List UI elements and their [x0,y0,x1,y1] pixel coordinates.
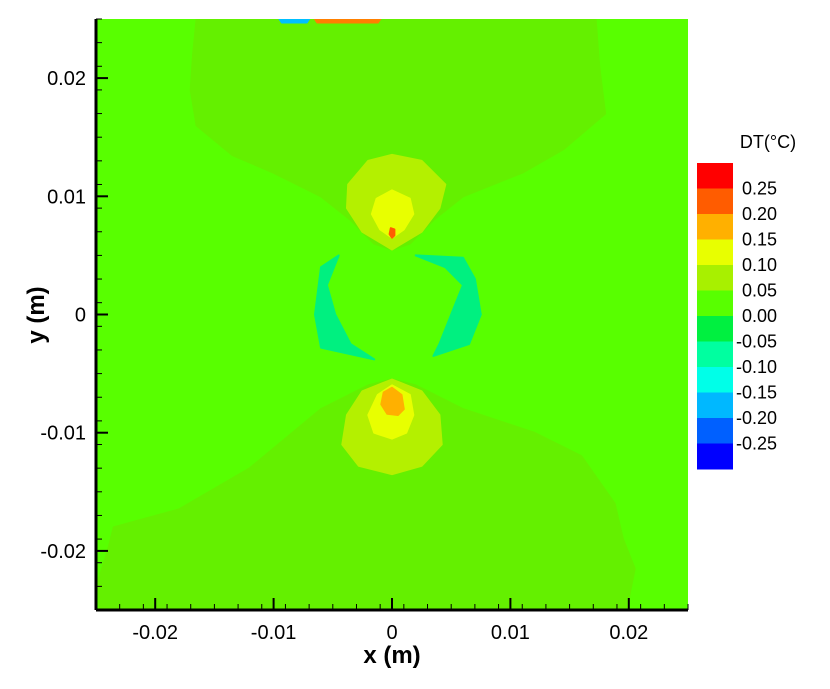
legend-swatch [697,214,733,240]
legend-label: -0.15 [736,383,777,403]
legend-label: -0.20 [736,408,777,428]
legend-label: -0.25 [736,434,777,454]
legend-swatch [697,290,733,317]
legend-title: DT(°C) [740,132,796,152]
y-axis-title: y (m) [23,286,50,343]
region-top-edge-hot-strip [314,19,382,24]
region-lower-hot-spot [380,386,405,416]
legend-label: 0.00 [742,306,777,326]
legend-swatch [697,239,733,266]
contour-regions [97,19,636,610]
legend-label: -0.05 [736,332,777,352]
region-right-cold-crescent [414,254,482,357]
legend-label: 0.15 [742,230,777,250]
legend-swatch [697,418,733,444]
color-legend: DT(°C) 0.25 0.20 0.15 0.10 0.05 0.00 -0.05 -0.1… [697,132,796,470]
x-tick-label: -0.02 [132,622,178,644]
legend-swatch [697,341,733,368]
y-tick-label: 0.02 [47,68,86,90]
legend-label: 0.20 [742,204,777,224]
x-ticks: -0.02 -0.01 0 0.01 0.02 [95,598,689,644]
x-axis-title: x (m) [363,642,420,669]
y-tick-label: 0 [75,305,86,327]
legend-label: 0.10 [742,255,777,275]
legend-swatch [697,188,733,215]
axes: -0.02 -0.01 0 0.01 0.02 -0.02 -0.01 0 0.01 0.02 [40,18,689,644]
legend-swatch [697,265,733,291]
x-tick-label: 0.02 [609,622,648,644]
region-upper-hot-spot [388,227,396,239]
legend-label: 0.25 [742,179,777,199]
y-ticks: -0.02 -0.01 0 0.01 0.02 [40,18,108,611]
y-tick-label: 0.01 [47,186,86,208]
legend-swatch [697,443,733,470]
legend-swatch [697,316,733,342]
region-top-edge-cold-strip [278,19,311,24]
y-tick-label: -0.01 [40,423,86,445]
region-left-cold-crescent [314,254,376,361]
legend-label: 0.05 [742,281,777,301]
x-tick-label: 0 [386,622,397,644]
region-lower-wedge [97,378,636,610]
x-tick-label: -0.01 [251,622,297,644]
legend-swatch [697,367,733,393]
legend-label: -0.10 [736,357,777,377]
x-tick-label: 0.01 [491,622,530,644]
y-tick-label: -0.02 [40,541,86,563]
legend-swatch [697,163,733,189]
legend-swatch [697,392,733,419]
